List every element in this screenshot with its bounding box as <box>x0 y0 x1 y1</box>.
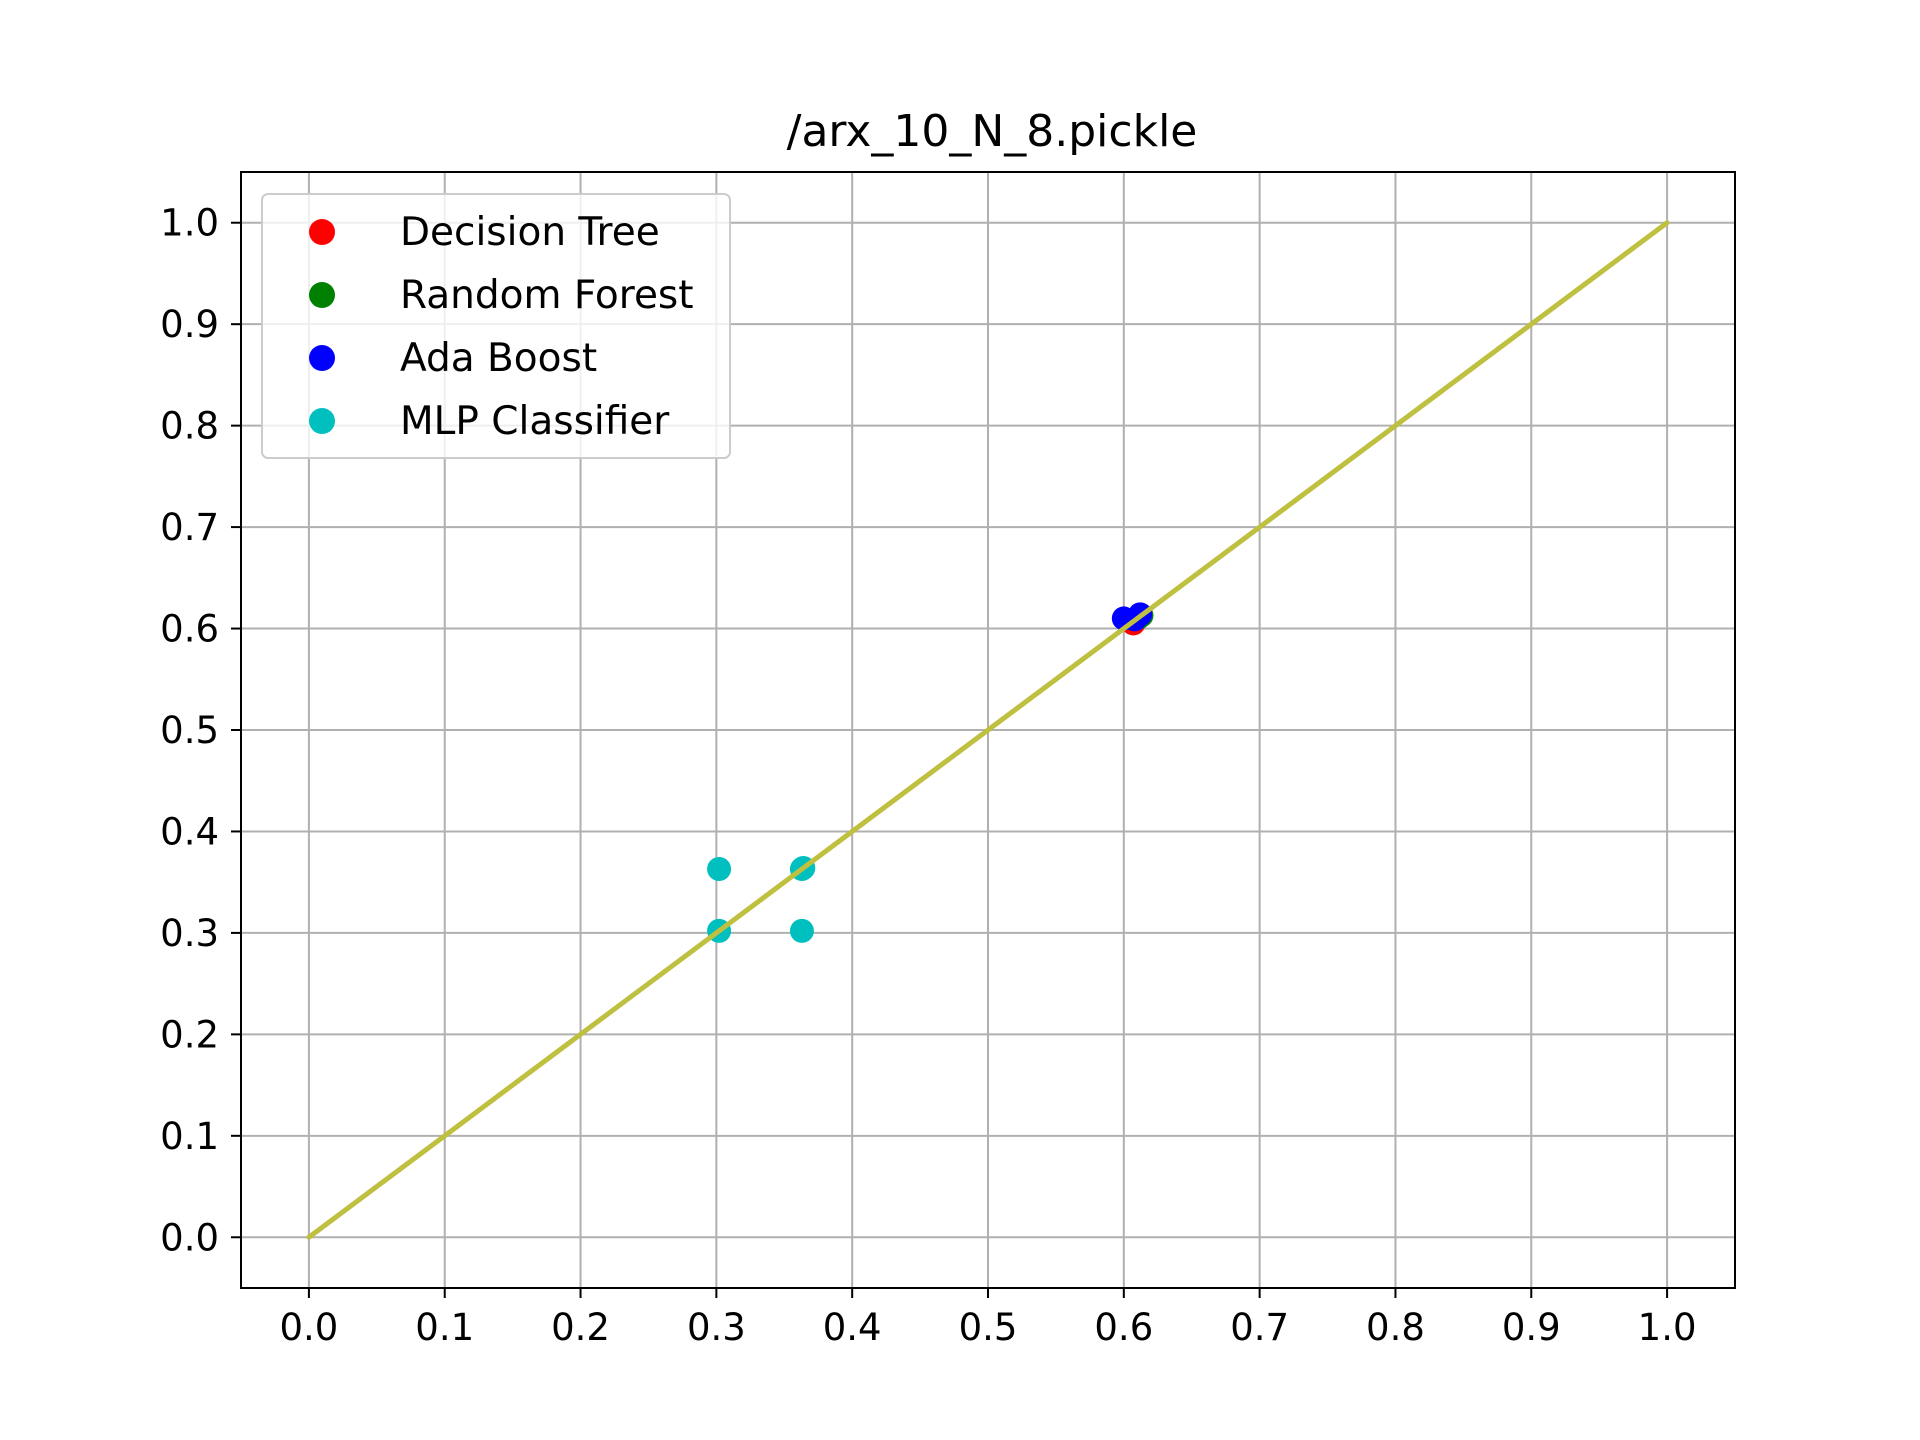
x-tick-label: 0.5 <box>959 1306 1018 1349</box>
y-tick-label: 0.7 <box>160 506 219 549</box>
y-tick-label: 0.1 <box>160 1115 219 1158</box>
legend: Decision Tree Random Forest Ada Boost MLP C… <box>261 193 731 459</box>
legend-marker <box>309 282 335 308</box>
y-tick-label: 0.0 <box>160 1216 219 1259</box>
x-tick-label: 1.0 <box>1638 1306 1697 1349</box>
legend-marker <box>309 219 335 245</box>
legend-label: Ada Boost <box>400 336 597 381</box>
x-tick-label: 0.1 <box>415 1306 474 1349</box>
y-tick-label: 0.9 <box>160 303 219 346</box>
x-tick-label: 0.8 <box>1366 1306 1425 1349</box>
mlp-classifier-point <box>707 856 732 881</box>
mlp-classifier-point <box>789 918 814 943</box>
legend-box <box>261 193 731 459</box>
x-tick-label: 0.2 <box>551 1306 610 1349</box>
y-tick-label: 0.5 <box>160 709 219 752</box>
legend-label: MLP Classifier <box>400 399 670 444</box>
x-axis-ticks: 0.0 0.1 0.2 0.3 0.4 0.5 0.6 0.7 0.8 0.9 1.0 <box>279 1288 1697 1349</box>
legend-marker <box>309 345 335 371</box>
y-tick-label: 0.8 <box>160 405 219 448</box>
legend-label: Random Forest <box>400 273 694 318</box>
x-tick-label: 0.0 <box>279 1306 338 1349</box>
x-tick-label: 0.9 <box>1502 1306 1561 1349</box>
y-tick-label: 0.4 <box>160 810 219 853</box>
chart-title: /arx_10_N_8.pickle <box>787 106 1198 157</box>
y-tick-label: 1.0 <box>160 202 219 245</box>
x-tick-label: 0.7 <box>1230 1306 1289 1349</box>
reference-line <box>306 220 1670 1240</box>
y-tick-label: 0.3 <box>160 912 219 955</box>
reference-line-layer <box>306 220 1670 1240</box>
y-tick-label: 0.2 <box>160 1013 219 1056</box>
x-tick-label: 0.3 <box>687 1306 746 1349</box>
x-tick-label: 0.6 <box>1094 1306 1153 1349</box>
legend-marker <box>309 408 335 434</box>
y-tick-label: 0.6 <box>160 608 219 651</box>
legend-label: Decision Tree <box>400 210 660 255</box>
y-axis-ticks: 0.0 0.1 0.2 0.3 0.4 0.5 0.6 0.7 0.8 0.9 1.0 <box>160 202 241 1259</box>
x-tick-label: 0.4 <box>823 1306 882 1349</box>
